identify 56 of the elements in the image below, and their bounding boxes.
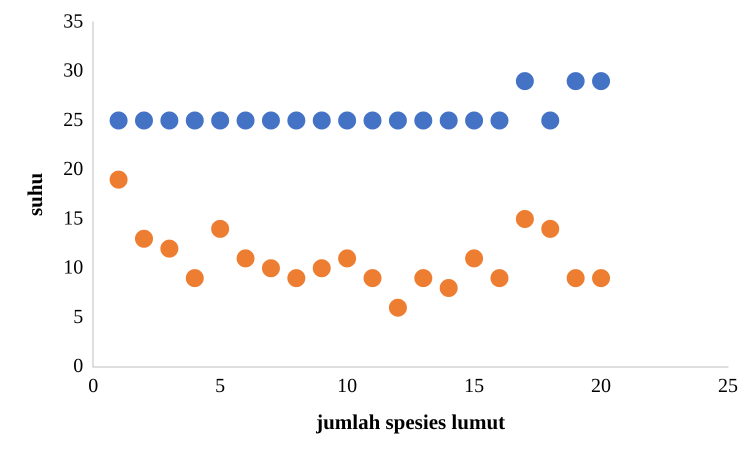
point — [236, 249, 255, 268]
point — [110, 112, 128, 130]
point — [465, 112, 484, 130]
point — [541, 112, 560, 130]
y-tick-label: 5 — [73, 306, 84, 328]
x-axis-title: jumlah spesies lumut — [315, 410, 506, 434]
y-tick-label: 0 — [73, 355, 84, 378]
point — [440, 278, 458, 297]
point — [134, 112, 153, 130]
y-tick-label: 15 — [63, 207, 84, 230]
x-tick-label: 15 — [464, 375, 484, 398]
y-tick-label: 30 — [63, 60, 84, 82]
point — [312, 259, 331, 278]
point — [541, 220, 560, 238]
point — [440, 112, 458, 130]
point — [262, 112, 280, 130]
point — [160, 112, 178, 130]
x-tick-label: 0 — [88, 375, 98, 398]
point — [236, 112, 255, 130]
point — [186, 112, 204, 130]
point — [414, 269, 432, 288]
y-tick-label: 10 — [63, 256, 84, 279]
y-tick-label: 25 — [63, 108, 84, 131]
x-tick-label: 5 — [215, 375, 226, 398]
point — [490, 269, 508, 288]
x-tick-label: 10 — [337, 375, 358, 398]
point — [388, 298, 407, 317]
y-axis-title: suhu — [23, 172, 48, 216]
point — [186, 269, 204, 288]
point — [160, 240, 178, 258]
point — [388, 112, 407, 130]
point — [287, 112, 306, 130]
point — [364, 112, 382, 130]
point — [338, 249, 356, 268]
y-tick-label: 35 — [63, 10, 84, 32]
point — [262, 259, 280, 278]
point — [211, 220, 230, 238]
point — [312, 112, 331, 130]
point — [414, 112, 432, 130]
point — [338, 112, 356, 130]
point — [566, 269, 585, 288]
point — [592, 269, 610, 288]
point — [465, 249, 484, 268]
x-tick-label: 20 — [591, 375, 612, 398]
x-tick-label: 25 — [718, 375, 738, 398]
y-tick-label: 20 — [63, 158, 84, 180]
point — [566, 72, 585, 90]
point — [516, 72, 534, 90]
point — [490, 112, 508, 130]
point — [364, 269, 382, 288]
point — [134, 230, 153, 248]
point — [287, 269, 306, 288]
point — [592, 72, 610, 90]
point — [110, 170, 128, 189]
point — [516, 210, 534, 228]
point — [211, 112, 230, 130]
